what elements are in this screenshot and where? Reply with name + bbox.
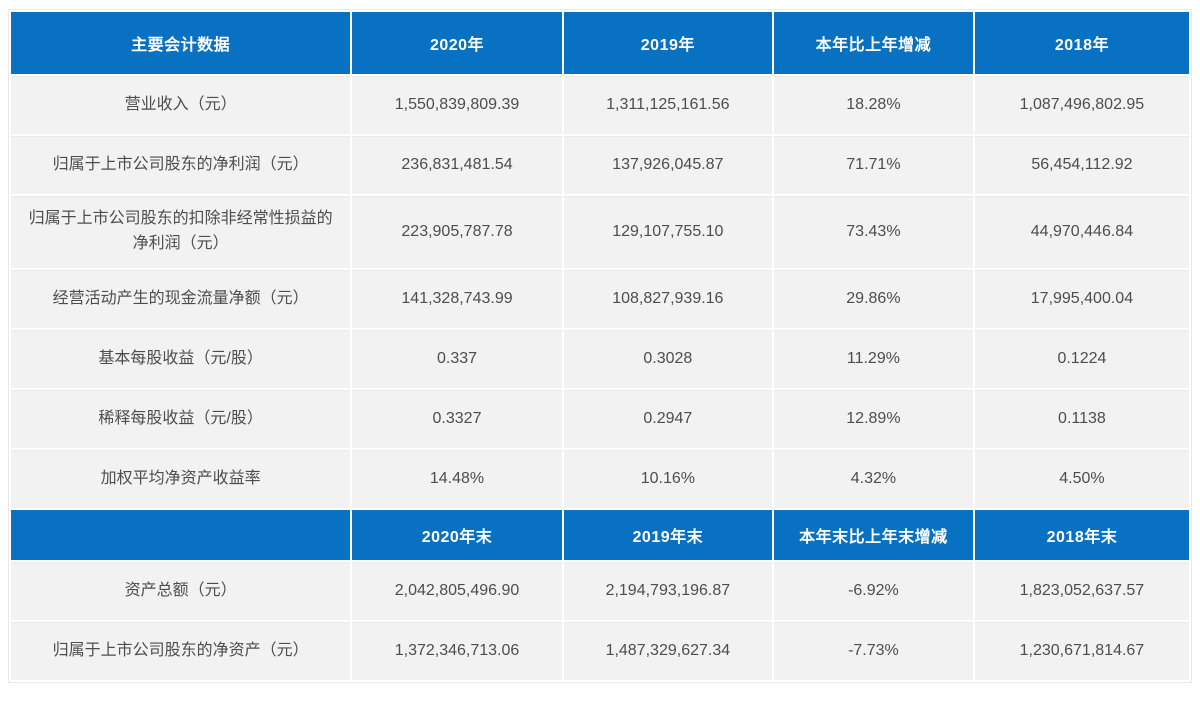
value-cell: 71.71%	[773, 136, 973, 194]
value-cell: 129,107,755.10	[563, 196, 772, 268]
table-row: 归属于上市公司股东的扣除非经常性损益的净利润（元） 223,905,787.78 1…	[11, 196, 1189, 268]
value-cell: 1,087,496,802.95	[974, 76, 1189, 134]
row-label: 营业收入（元）	[11, 76, 351, 134]
value-cell: 0.337	[352, 330, 562, 388]
header-row: 主要会计数据 2020年 2019年 本年比上年增减 2018年	[11, 12, 1189, 74]
row-label: 基本每股收益（元/股）	[11, 330, 351, 388]
value-cell: -6.92%	[773, 562, 973, 620]
value-cell: 236,831,481.54	[352, 136, 562, 194]
row-label: 稀释每股收益（元/股）	[11, 390, 351, 448]
value-cell: 0.1224	[974, 330, 1189, 388]
table-body: 主要会计数据 2020年 2019年 本年比上年增减 2018年 营业收入（元） 1,550…	[11, 12, 1189, 680]
value-cell: 0.1138	[974, 390, 1189, 448]
value-cell: 1,230,671,814.67	[974, 622, 1189, 680]
value-cell: 108,827,939.16	[563, 270, 772, 328]
value-cell: 12.89%	[773, 390, 973, 448]
column-header: 本年末比上年末增减	[773, 510, 973, 560]
key-accounting-data-table: 主要会计数据 2020年 2019年 本年比上年增减 2018年 营业收入（元） 1,550…	[9, 10, 1191, 682]
value-cell: 4.32%	[773, 450, 973, 508]
value-cell: 1,823,052,637.57	[974, 562, 1189, 620]
table-row: 归属于上市公司股东的净资产（元） 1,372,346,713.06 1,487,32…	[11, 622, 1189, 680]
value-cell: 29.86%	[773, 270, 973, 328]
column-header: 2019年	[563, 12, 772, 74]
value-cell: 10.16%	[563, 450, 772, 508]
key-accounting-data-table-wrap: 主要会计数据 2020年 2019年 本年比上年增减 2018年 营业收入（元） 1,550…	[8, 9, 1192, 683]
table-row: 归属于上市公司股东的净利润（元） 236,831,481.54 137,926,04…	[11, 136, 1189, 194]
value-cell: 1,372,346,713.06	[352, 622, 562, 680]
value-cell: 1,550,839,809.39	[352, 76, 562, 134]
value-cell: 0.3327	[352, 390, 562, 448]
value-cell: 73.43%	[773, 196, 973, 268]
row-label: 归属于上市公司股东的扣除非经常性损益的净利润（元）	[11, 196, 351, 268]
column-header: 2019年末	[563, 510, 772, 560]
row-label: 归属于上市公司股东的净资产（元）	[11, 622, 351, 680]
value-cell: 137,926,045.87	[563, 136, 772, 194]
column-header: 本年比上年增减	[773, 12, 973, 74]
row-label: 资产总额（元）	[11, 562, 351, 620]
column-header: 2020年	[352, 12, 562, 74]
value-cell: 44,970,446.84	[974, 196, 1189, 268]
row-label: 归属于上市公司股东的净利润（元）	[11, 136, 351, 194]
table-row: 资产总额（元） 2,042,805,496.90 2,194,793,196.87-…	[11, 562, 1189, 620]
table-row: 经营活动产生的现金流量净额（元） 141,328,743.99 108,827,93…	[11, 270, 1189, 328]
column-header: 2018年	[974, 12, 1189, 74]
value-cell: 18.28%	[773, 76, 973, 134]
row-label: 加权平均净资产收益率	[11, 450, 351, 508]
value-cell: 0.3028	[563, 330, 772, 388]
header-cell-label-column	[11, 510, 351, 560]
value-cell: 17,995,400.04	[974, 270, 1189, 328]
table-row: 基本每股收益（元/股） 0.337 0.3028 11.29% 0.1224	[11, 330, 1189, 388]
value-cell: 0.2947	[563, 390, 772, 448]
value-cell: 14.48%	[352, 450, 562, 508]
value-cell: 141,328,743.99	[352, 270, 562, 328]
table-row: 稀释每股收益（元/股） 0.3327 0.2947 12.89% 0.1138	[11, 390, 1189, 448]
row-label: 经营活动产生的现金流量净额（元）	[11, 270, 351, 328]
header-cell-label-column: 主要会计数据	[11, 12, 351, 74]
value-cell: 4.50%	[974, 450, 1189, 508]
column-header: 2020年末	[352, 510, 562, 560]
value-cell: -7.73%	[773, 622, 973, 680]
column-header: 2018年末	[974, 510, 1189, 560]
value-cell: 1,311,125,161.56	[563, 76, 772, 134]
value-cell: 56,454,112.92	[974, 136, 1189, 194]
value-cell: 2,194,793,196.87	[563, 562, 772, 620]
table-row: 加权平均净资产收益率 14.48% 10.16% 4.32% 4.50%	[11, 450, 1189, 508]
value-cell: 11.29%	[773, 330, 973, 388]
value-cell: 1,487,329,627.34	[563, 622, 772, 680]
value-cell: 223,905,787.78	[352, 196, 562, 268]
table-row: 营业收入（元） 1,550,839,809.39 1,311,125,161.56 1…	[11, 76, 1189, 134]
value-cell: 2,042,805,496.90	[352, 562, 562, 620]
header-row: 2020年末 2019年末 本年末比上年末增减 2018年末	[11, 510, 1189, 560]
